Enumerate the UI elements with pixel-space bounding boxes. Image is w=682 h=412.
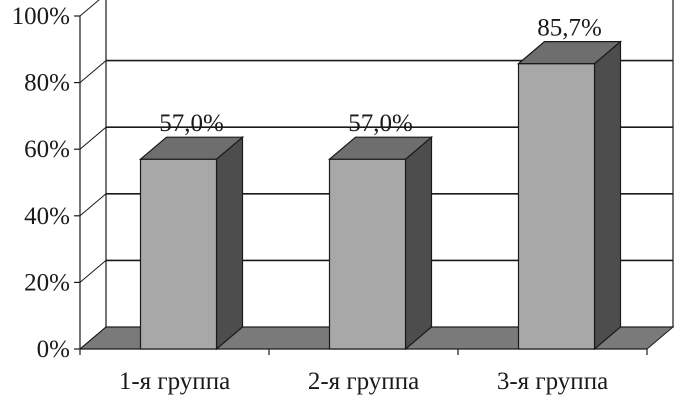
x-category-label: 3-я группа xyxy=(497,368,608,395)
x-category-label: 2-я группа xyxy=(308,368,419,395)
side-grid-60 xyxy=(79,126,107,150)
bar-top xyxy=(327,136,434,160)
x-category-label: 1-я группа xyxy=(119,368,230,395)
y-tick-label: 40% xyxy=(24,203,70,230)
bar-front xyxy=(328,158,407,350)
bar-front xyxy=(517,63,596,350)
bar-side xyxy=(404,135,433,351)
side-grid-20 xyxy=(79,260,107,283)
y-tick-label: 20% xyxy=(24,269,70,296)
side-grid-0 xyxy=(79,326,107,350)
bar-top xyxy=(138,136,245,160)
y-tick-label: 100% xyxy=(12,3,70,30)
bar-3 xyxy=(516,40,623,351)
side-grid-80 xyxy=(79,60,107,83)
bar-2 xyxy=(327,135,434,351)
bar-side xyxy=(593,40,622,351)
y-tick-label: 80% xyxy=(24,70,70,97)
bar-top xyxy=(516,41,623,65)
side-grid-100 xyxy=(79,0,100,17)
bar-side xyxy=(215,135,244,351)
data-label: 57,0% xyxy=(159,110,224,137)
side-grid-40 xyxy=(79,193,107,217)
bar-1 xyxy=(138,135,245,351)
data-label: 57,0% xyxy=(348,110,413,137)
bar-front xyxy=(139,158,218,350)
y-tick-label: 60% xyxy=(24,136,70,163)
y-tick-label: 0% xyxy=(37,336,70,363)
data-label: 85,7% xyxy=(537,15,602,42)
